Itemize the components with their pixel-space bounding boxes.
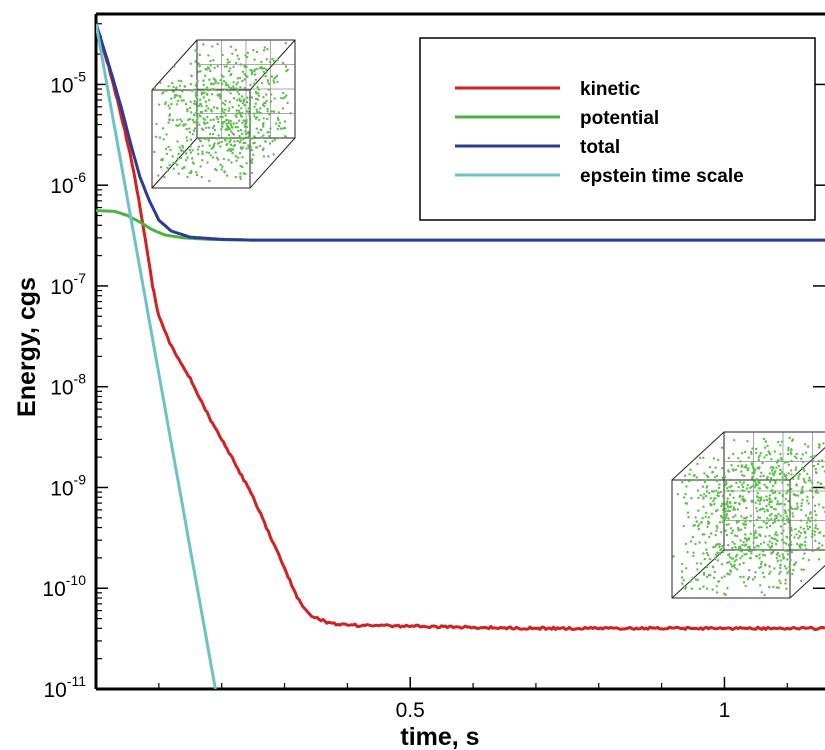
series-line-kinetic bbox=[96, 24, 825, 631]
y-tick-label: 10-11 bbox=[43, 673, 86, 702]
axis-tick-labels: 10-11 10-10 10-9 10-8 10-7 10-6 10-5 0.5 1 bbox=[42, 68, 730, 722]
y-tick-label: 10-9 bbox=[50, 471, 86, 500]
inset-cube-final bbox=[671, 431, 825, 599]
x-tick-label: 0.5 bbox=[396, 699, 425, 722]
data-series bbox=[96, 23, 825, 689]
legend-box bbox=[419, 37, 816, 221]
legend-label-kinetic: kinetic bbox=[580, 79, 641, 100]
inset-cube-initial bbox=[151, 39, 296, 189]
x-tick-label: 1 bbox=[719, 699, 731, 722]
y-tick-label: 10-8 bbox=[50, 371, 86, 400]
x-axis-title: time, s bbox=[400, 723, 479, 750]
legend-label-epstein-time-scale: epstein time scale bbox=[580, 166, 744, 187]
y-axis-title: Energy, cgs bbox=[13, 277, 41, 417]
legend-label-total: total bbox=[580, 137, 620, 158]
y-tick-label: 10-5 bbox=[50, 68, 86, 97]
y-tick-label: 10-7 bbox=[50, 270, 86, 299]
series-line-epstein-time-scale bbox=[96, 23, 217, 689]
legend-label-potential: potential bbox=[580, 108, 659, 129]
axis-ticks bbox=[96, 13, 825, 690]
y-tick-label: 10-6 bbox=[50, 169, 86, 198]
legend: kinetic potential total epstein time scale bbox=[419, 37, 816, 221]
y-tick-label: 10-10 bbox=[42, 572, 86, 601]
series-line-total bbox=[96, 23, 825, 242]
